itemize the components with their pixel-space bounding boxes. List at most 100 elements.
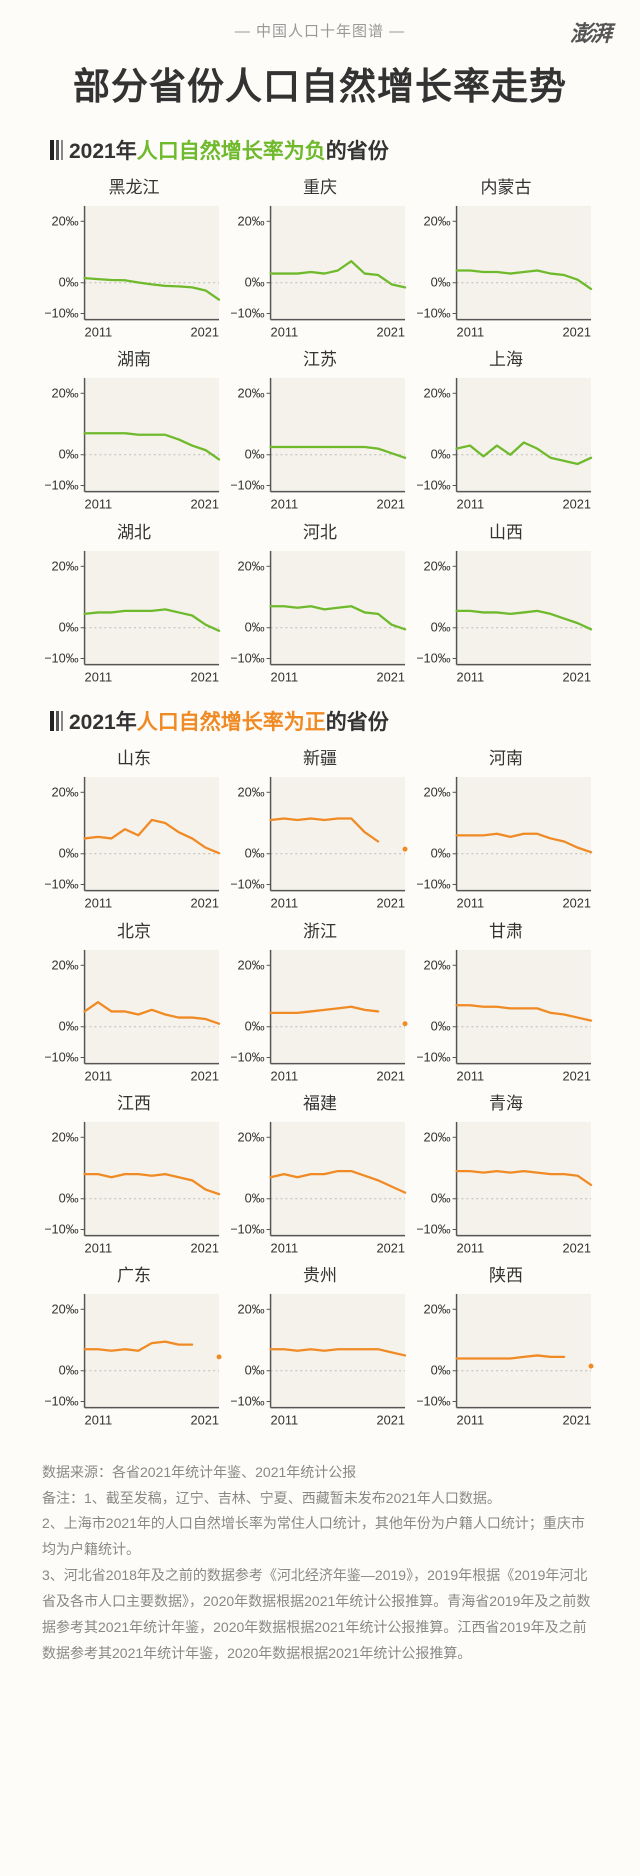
panel-title: 河南 [417, 744, 595, 769]
chart-svg: 20‰0‰−10‰ 20112021 [231, 771, 409, 914]
chart-panel: 甘肃 20‰0‰−10‰ 20112021 [417, 917, 595, 1087]
svg-text:−10‰: −10‰ [45, 478, 79, 493]
svg-text:2011: 2011 [85, 324, 113, 339]
panel-title: 贵州 [231, 1261, 409, 1286]
svg-text:20‰: 20‰ [423, 1302, 450, 1317]
panel-title: 内蒙古 [417, 173, 595, 198]
svg-text:2011: 2011 [457, 324, 485, 339]
panel-title: 黑龙江 [45, 173, 223, 198]
chart-svg: 20‰0‰−10‰ 20112021 [417, 1288, 595, 1431]
svg-text:0‰: 0‰ [431, 275, 451, 290]
chart-panel: 江苏 20‰0‰−10‰ 20112021 [231, 345, 409, 515]
svg-text:20‰: 20‰ [423, 386, 450, 401]
chart-svg: 20‰0‰−10‰ 20112021 [417, 372, 595, 515]
chart-svg: 20‰ 0‰ −10‰ 2011 2021 [417, 200, 595, 343]
data-source: 数据来源：各省2021年统计年鉴、2021年统计公报 [42, 1460, 598, 1486]
chart-panel: 河南 20‰0‰−10‰ 20112021 [417, 744, 595, 914]
chart-panel: 广东 20‰0‰−10‰ 20112021 [45, 1261, 223, 1431]
chart-svg: 20‰0‰−10‰ 20112021 [45, 1116, 223, 1259]
svg-text:2021: 2021 [562, 1413, 591, 1428]
svg-text:20‰: 20‰ [51, 784, 78, 799]
panel-title: 上海 [417, 345, 595, 370]
svg-text:20‰: 20‰ [423, 213, 450, 228]
panel-title: 江苏 [231, 345, 409, 370]
svg-text:2011: 2011 [85, 1413, 113, 1428]
svg-text:0‰: 0‰ [59, 275, 79, 290]
svg-text:−10‰: −10‰ [231, 650, 265, 665]
svg-text:0‰: 0‰ [59, 619, 79, 634]
panel-title: 新疆 [231, 744, 409, 769]
chart-svg: 20‰0‰−10‰ 20112021 [231, 372, 409, 515]
panel-title: 河北 [231, 518, 409, 543]
svg-text:0‰: 0‰ [245, 1363, 265, 1378]
svg-text:2011: 2011 [85, 1240, 113, 1255]
chart-panel: 江西 20‰0‰−10‰ 20112021 [45, 1089, 223, 1259]
chart-grid: 山东 20‰0‰−10‰ 20112021 新疆 20‰0‰−10‰ 20112… [45, 744, 595, 1432]
svg-text:2021: 2021 [376, 669, 405, 684]
chart-panel: 福建 20‰0‰−10‰ 20112021 [231, 1089, 409, 1259]
chart-panel: 湖南 20‰0‰−10‰ 20112021 [45, 345, 223, 515]
svg-text:20‰: 20‰ [423, 784, 450, 799]
header: — 中国人口十年图谱 — 澎湃 [30, 20, 610, 41]
svg-text:2021: 2021 [376, 324, 405, 339]
chart-panel: 青海 20‰0‰−10‰ 20112021 [417, 1089, 595, 1259]
svg-text:2021: 2021 [562, 324, 591, 339]
svg-text:2021: 2021 [376, 1413, 405, 1428]
svg-text:2011: 2011 [457, 669, 485, 684]
svg-text:2011: 2011 [85, 497, 113, 512]
svg-text:20‰: 20‰ [51, 386, 78, 401]
chart-svg: 20‰0‰−10‰ 20112021 [45, 200, 223, 343]
chart-svg: 20‰0‰−10‰ 20112021 [45, 545, 223, 688]
svg-text:2021: 2021 [562, 497, 591, 512]
panel-title: 湖南 [45, 345, 223, 370]
chart-svg: 20‰0‰−10‰ 20112021 [45, 944, 223, 1087]
panel-title: 福建 [231, 1089, 409, 1114]
svg-text:2021: 2021 [190, 669, 219, 684]
svg-text:20‰: 20‰ [51, 558, 78, 573]
svg-text:2011: 2011 [457, 1413, 485, 1428]
svg-text:−10‰: −10‰ [45, 305, 79, 320]
svg-text:20‰: 20‰ [51, 957, 78, 972]
publisher-logo: 澎湃 [570, 16, 610, 48]
section-highlight: 人口自然增长率为正 [137, 706, 326, 736]
svg-text:0‰: 0‰ [431, 1018, 451, 1033]
svg-text:20‰: 20‰ [237, 957, 264, 972]
svg-text:0‰: 0‰ [59, 846, 79, 861]
svg-text:2011: 2011 [457, 497, 485, 512]
chart-panel: 重庆 20‰0‰−10‰ 20112021 [231, 173, 409, 343]
svg-text:−10‰: −10‰ [417, 478, 451, 493]
panel-title: 江西 [45, 1089, 223, 1114]
panel-title: 北京 [45, 917, 223, 942]
svg-text:2011: 2011 [85, 1068, 113, 1083]
panel-title: 广东 [45, 1261, 223, 1286]
section-pre: 2021年 [69, 706, 137, 736]
page: — 中国人口十年图谱 — 澎湃 部分省份人口自然增长率走势 2021年 人口自然… [0, 0, 640, 1697]
svg-text:−10‰: −10‰ [231, 478, 265, 493]
chart-panel: 浙江 20‰0‰−10‰ 20112021 [231, 917, 409, 1087]
chart-svg: 20‰0‰−10‰ 20112021 [231, 1116, 409, 1259]
svg-text:0‰: 0‰ [245, 619, 265, 634]
svg-text:20‰: 20‰ [51, 213, 78, 228]
chart-panel: 新疆 20‰0‰−10‰ 20112021 [231, 744, 409, 914]
svg-text:2011: 2011 [271, 1068, 299, 1083]
section-pre: 2021年 [69, 135, 137, 165]
svg-text:20‰: 20‰ [423, 1129, 450, 1144]
svg-text:−10‰: −10‰ [45, 877, 79, 892]
svg-text:0‰: 0‰ [431, 1363, 451, 1378]
svg-text:0‰: 0‰ [59, 1363, 79, 1378]
svg-text:2011: 2011 [271, 1240, 299, 1255]
svg-text:−10‰: −10‰ [231, 305, 265, 320]
svg-text:2021: 2021 [376, 497, 405, 512]
svg-text:2021: 2021 [562, 1068, 591, 1083]
svg-text:−10‰: −10‰ [417, 305, 451, 320]
svg-text:−10‰: −10‰ [231, 1394, 265, 1409]
svg-text:20‰: 20‰ [237, 1302, 264, 1317]
svg-text:−10‰: −10‰ [231, 1221, 265, 1236]
svg-text:0‰: 0‰ [245, 846, 265, 861]
chart-panel: 上海 20‰0‰−10‰ 20112021 [417, 345, 595, 515]
section-highlight: 人口自然增长率为负 [137, 135, 326, 165]
svg-text:−10‰: −10‰ [417, 1049, 451, 1064]
svg-text:2021: 2021 [376, 896, 405, 911]
panel-title: 湖北 [45, 518, 223, 543]
notes-list: 备注：1、截至发稿，辽宁、吉林、宁夏、西藏暂未发布2021年人口数据。2、上海市… [42, 1486, 598, 1667]
